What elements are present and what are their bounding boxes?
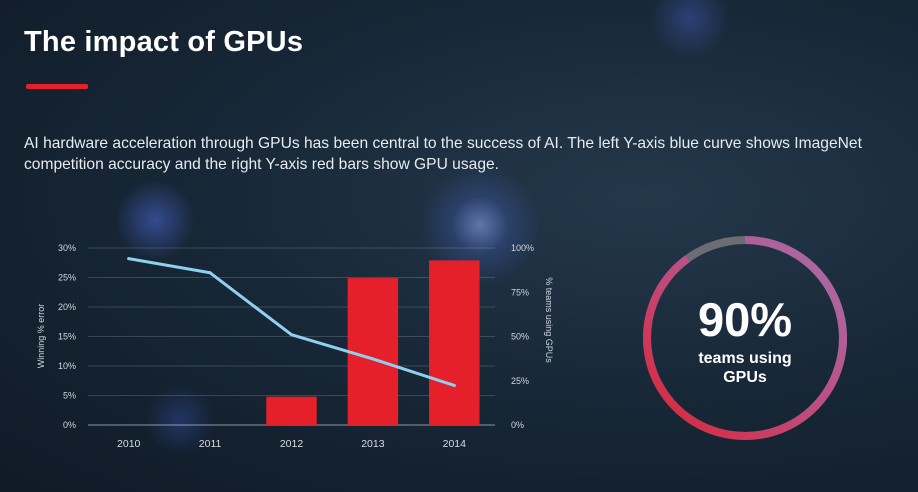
- bar-layer: [266, 260, 480, 425]
- right-axis-title: % teams using GPUs: [544, 277, 554, 363]
- tick-layer: 0% 5% 10% 15% 20% 25% 30% 0% 25% 50% 75% 100% 2010 20…: [58, 243, 534, 450]
- line-layer: [127, 257, 456, 387]
- left-tick-label: 15%: [58, 332, 76, 342]
- x-tick-label: 2012: [280, 438, 304, 450]
- donut-percent-text: 90%: [698, 293, 792, 346]
- bar-2014: [429, 260, 480, 425]
- left-tick-label: 0%: [63, 420, 76, 430]
- bar-2013: [347, 278, 399, 425]
- left-tick-label: 5%: [63, 391, 76, 401]
- title-underline: [26, 84, 88, 89]
- donut-value-arc: [643, 236, 847, 440]
- right-tick-label: 0%: [511, 420, 524, 430]
- x-tick-label: 2013: [361, 438, 385, 450]
- x-tick-label: 2014: [443, 438, 467, 450]
- right-tick-label: 25%: [511, 376, 529, 386]
- left-tick-label: 10%: [58, 361, 76, 371]
- x-tick-label: 2011: [199, 438, 222, 450]
- left-tick-label: 20%: [58, 302, 76, 312]
- left-tick-label: 25%: [58, 273, 76, 283]
- grid-layer: [88, 247, 495, 426]
- bar-2012: [266, 396, 317, 425]
- right-tick-label: 50%: [511, 332, 529, 342]
- line-point-2012: [290, 333, 293, 337]
- page-subtitle: AI hardware acceleration through GPUs ha…: [24, 135, 862, 173]
- x-tick-label: 2010: [117, 438, 141, 450]
- left-axis-title: Winning % error: [36, 304, 46, 369]
- donut-label-line2: GPUs: [723, 369, 767, 386]
- right-tick-label: 100%: [511, 243, 534, 253]
- line-point-2011: [208, 271, 212, 275]
- line-point-2013: [371, 357, 375, 361]
- page-title: The impact of GPUs: [24, 26, 304, 58]
- line-point-2010: [127, 257, 131, 261]
- right-tick-label: 75%: [511, 287, 529, 297]
- left-tick-label: 30%: [58, 243, 76, 253]
- line-point-2014: [452, 383, 456, 387]
- donut-chart: [643, 236, 847, 440]
- donut-label-line1: teams using: [698, 350, 791, 367]
